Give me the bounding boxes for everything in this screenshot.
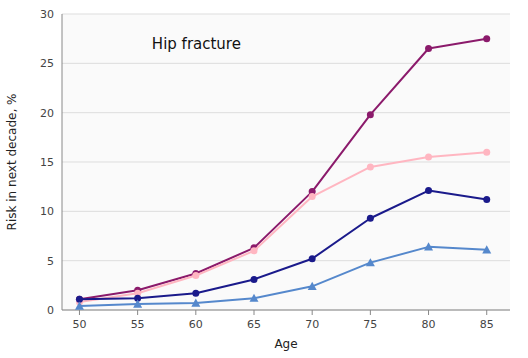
series-marker (251, 276, 258, 283)
grid-line (62, 162, 510, 163)
x-tick (79, 310, 80, 315)
x-tick-label: 65 (247, 318, 261, 331)
series-marker (191, 299, 200, 307)
series-marker (308, 282, 317, 290)
series-marker (482, 245, 491, 253)
series-marker (366, 258, 375, 266)
series-marker (251, 247, 258, 254)
y-tick-label: 30 (40, 8, 54, 21)
series-marker (367, 163, 374, 170)
y-axis-label: Risk in next decade, % (5, 94, 19, 231)
series-marker (75, 302, 84, 310)
series-marker (367, 111, 374, 118)
y-axis-line (62, 14, 63, 310)
series-line (79, 39, 486, 299)
x-tick-label: 80 (422, 318, 436, 331)
series-marker (250, 294, 259, 302)
grid-line (62, 14, 510, 15)
series-marker (424, 242, 433, 250)
series-line (79, 191, 486, 300)
plot-background (62, 14, 510, 310)
x-tick-label: 60 (189, 318, 203, 331)
x-tick-label: 55 (131, 318, 145, 331)
series-marker (309, 193, 316, 200)
grid-line (62, 63, 510, 64)
x-axis-line (62, 310, 510, 311)
series-marker (425, 187, 432, 194)
x-tick-label: 85 (480, 318, 494, 331)
x-tick (428, 310, 429, 315)
series-line (79, 247, 486, 306)
y-tick-label: 0 (47, 304, 54, 317)
y-tick-label: 5 (47, 255, 54, 268)
series-marker (425, 45, 432, 52)
x-tick (312, 310, 313, 315)
y-tick-label: 25 (40, 57, 54, 70)
series-marker (483, 196, 490, 203)
series-marker (483, 149, 490, 156)
series-marker (483, 35, 490, 42)
series-line (79, 152, 486, 302)
x-tick (370, 310, 371, 315)
y-tick-label: 20 (40, 107, 54, 120)
grid-line (62, 211, 510, 212)
grid-line (62, 112, 510, 113)
series-marker (367, 215, 374, 222)
x-tick-label: 70 (305, 318, 319, 331)
y-tick-label: 10 (40, 205, 54, 218)
series-marker (309, 255, 316, 262)
x-tick (195, 310, 196, 315)
chart-title: Hip fracture (152, 35, 241, 53)
series-marker (425, 154, 432, 161)
grid-line (62, 310, 510, 311)
y-tick-label: 15 (40, 156, 54, 169)
x-tick (254, 310, 255, 315)
x-tick-label: 75 (363, 318, 377, 331)
x-tick-label: 50 (72, 318, 86, 331)
data-group (75, 35, 491, 309)
series-marker (192, 272, 199, 279)
x-tick (137, 310, 138, 315)
chart-svg: 0 5 10 15 20 25 30 50 55 60 65 70 75 80 85 Age Risk in n… (0, 0, 528, 358)
x-tick (486, 310, 487, 315)
grid-line (62, 260, 510, 261)
x-axis-label: Age (274, 337, 297, 351)
series-marker (192, 290, 199, 297)
chart-container: 0 5 10 15 20 25 30 50 55 60 65 70 75 80 85 Age Risk in n… (0, 0, 528, 358)
series-marker (133, 300, 142, 308)
